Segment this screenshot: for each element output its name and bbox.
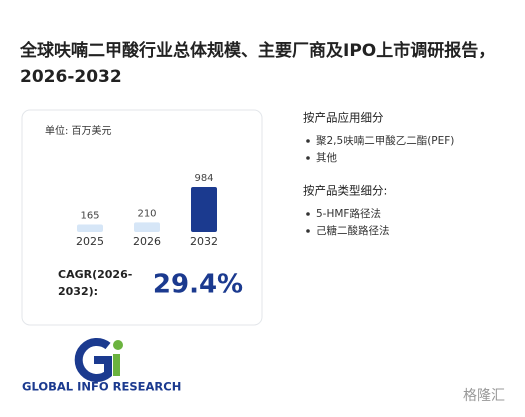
segment-heading: 按产品应用细分 (303, 111, 384, 125)
cagr-label-2: 2032): (58, 285, 98, 298)
value-label: 165 (80, 210, 99, 221)
segment-item: 其他 (316, 151, 337, 164)
unit-label: 单位: 百万美元 (45, 124, 112, 137)
logo-mark (74, 338, 123, 382)
segment-item: 己糖二酸路径法 (316, 224, 390, 237)
bar-chart: 165 2025 210 2026 984 2032 (76, 173, 218, 248)
chart-card (21, 109, 263, 326)
segment-heading: 按产品类型细分: (303, 184, 387, 198)
watermark: 格隆汇 (463, 388, 505, 404)
report-title: 全球呋喃二甲酸行业总体规模、主要厂商及IPO上市调研报告，2026-2032 (20, 41, 496, 87)
logo-g (74, 338, 112, 382)
value-label: 984 (194, 173, 213, 184)
logo-text: GLOBAL INFO RESEARCH (22, 380, 181, 394)
category-label: 2032 (190, 235, 218, 248)
bar (134, 222, 160, 232)
bullet (306, 139, 310, 143)
title-box: 全球呋喃二甲酸行业总体规模、主要厂商及IPO上市调研报告，2026-2032 (20, 41, 496, 87)
bullet (306, 212, 310, 216)
cagr-value: 29.4% (153, 270, 243, 300)
bullet (306, 156, 310, 160)
segment-item: 聚2,5呋喃二甲酸乙二酯(PEF) (316, 134, 454, 147)
category-label: 2025 (76, 235, 104, 248)
value-label: 210 (137, 208, 156, 219)
bar (77, 224, 103, 232)
cagr-label-1: CAGR(2026- (58, 268, 132, 281)
bar (191, 187, 217, 232)
logo-dot (113, 340, 123, 350)
logo-i (113, 354, 120, 376)
segment-item: 5-HMF路径法 (316, 207, 381, 220)
bullet (306, 229, 310, 233)
category-label: 2026 (133, 235, 161, 248)
